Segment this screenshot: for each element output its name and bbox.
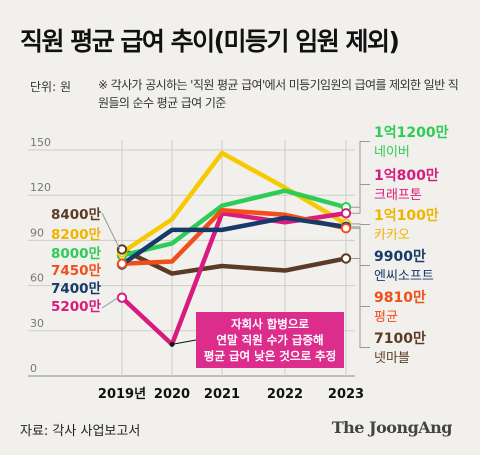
point-4-0: [116, 258, 128, 269]
series-line-0: [119, 188, 349, 258]
y-tick-label-30: 30: [30, 317, 44, 330]
series-line-3: [119, 215, 349, 267]
series-line-2: [119, 150, 349, 255]
annotation-leader: [171, 339, 197, 345]
annotation-point: [169, 341, 175, 347]
y-tick-label-60: 60: [30, 272, 44, 285]
brand-logo: The JoongAng: [331, 418, 453, 437]
y-tick-label-0: 0: [30, 362, 37, 375]
x-tick-label-0: 2019년: [98, 387, 146, 402]
start-label-5: 5200만: [51, 299, 102, 315]
end-name-label-3: 엔씨소프트: [374, 269, 434, 284]
end-name-label-0: 네이버: [374, 145, 410, 160]
point-1-4: [340, 208, 352, 219]
end-name-label-4: 평균: [374, 310, 398, 325]
start-label-0: 8400만: [51, 207, 102, 223]
right-connector-2: [351, 223, 370, 225]
end-name-label-1: 크래프톤: [374, 188, 422, 203]
end-value-label-5: 7100만: [374, 331, 426, 347]
point-4-4: [340, 222, 352, 234]
x-tick-label-1: 2020: [154, 387, 190, 402]
start-connector-1: [101, 297, 119, 309]
right-connector-5: [351, 257, 370, 348]
end-value-label-2: 1억100만: [374, 208, 439, 224]
source-label: 자료: 각사 사업보고서: [20, 424, 141, 439]
y-tick-label-150: 150: [30, 136, 51, 149]
series-line-5: [119, 247, 349, 276]
annotation-line-0: 자회사 합병으로: [231, 317, 309, 331]
end-name-label-5: 넷마블: [374, 351, 410, 366]
x-tick-label-3: 2022: [267, 387, 303, 402]
annotation-line-2: 평균 급여 낮은 것으로 추정: [204, 349, 336, 363]
end-value-label-1: 1억800만: [374, 168, 439, 184]
annotation-box: [196, 312, 344, 368]
point-1-0: [116, 292, 128, 303]
right-connector-0: [351, 141, 370, 208]
end-value-label-0: 1억1200만: [374, 125, 449, 141]
end-value-label-3: 9900만: [374, 249, 426, 265]
start-connector-0: [101, 212, 121, 250]
chart-title: 직원 평균 급여 추이(미등기 임원 제외): [20, 27, 400, 56]
start-label-4: 7400만: [51, 281, 102, 297]
right-connector-1: [351, 184, 370, 214]
footnote: ※ 각사가 공시하는 '직원 평균 급여'에서 미등기임원의 급여를 제외한 일…: [98, 78, 459, 110]
unit-label: 단위: 원: [30, 80, 71, 94]
y-tick-label-90: 90: [30, 226, 44, 239]
start-label-3: 7450만: [51, 263, 102, 279]
annotation-line-1: 연말 직원 수가 급증해: [216, 333, 323, 347]
point-5-0: [116, 244, 128, 255]
end-name-label-2: 카카오: [374, 228, 410, 243]
x-tick-label-4: 2023: [328, 387, 364, 402]
x-tick-label-2: 2021: [204, 387, 240, 402]
start-label-2: 8000만: [51, 246, 102, 262]
y-tick-label-120: 120: [30, 181, 51, 194]
start-label-1: 8200만: [51, 227, 102, 243]
end-value-label-4: 9810만: [374, 290, 426, 306]
point-5-4: [340, 253, 352, 264]
